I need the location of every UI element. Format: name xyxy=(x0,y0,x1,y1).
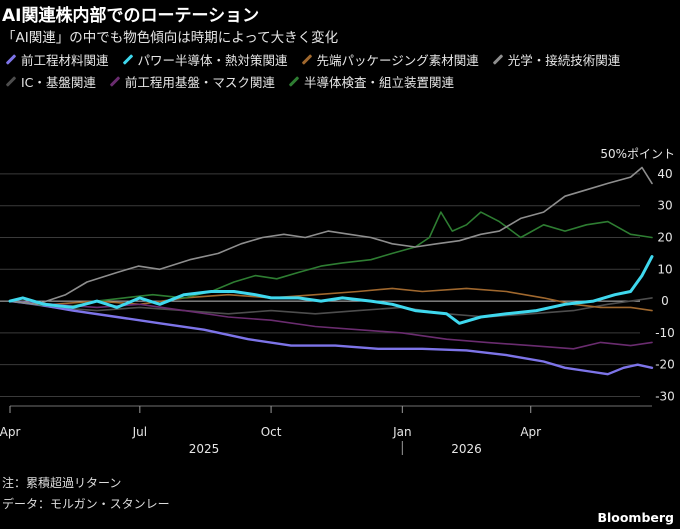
y-tick-label: 10 xyxy=(657,262,672,276)
legend-label: IC・基盤関連 xyxy=(21,75,96,90)
legend-label: パワー半導体・熱対策関連 xyxy=(137,53,288,68)
y-unit-label: 50%ポイント xyxy=(600,147,675,161)
year-label: 2026 xyxy=(451,442,482,456)
series-line xyxy=(9,287,653,312)
legend-item: パワー半導体・熱対策関連 xyxy=(119,50,288,69)
legend-label: 半導体検査・組立装置関連 xyxy=(303,75,454,90)
y-tick-label: 0 xyxy=(661,294,669,308)
y-tick-label: -10 xyxy=(655,326,675,340)
legend-label: 先端パッケージング素材関連 xyxy=(316,53,479,68)
y-tick-label: 20 xyxy=(657,230,672,244)
legend-item: 前工程材料関連 xyxy=(2,50,109,69)
series-line xyxy=(9,297,653,318)
y-tick-label: 30 xyxy=(657,199,672,213)
series-line xyxy=(8,299,654,376)
footnote: 注：累積超過リターン xyxy=(2,476,122,490)
legend-label: 前工程用基盤・マスク関連 xyxy=(124,75,275,90)
data-source: データ：モルガン・スタンレー xyxy=(2,497,170,511)
y-tick-label: -30 xyxy=(655,389,675,403)
chart-title: AI関連株内部でのローテーション xyxy=(2,6,260,26)
x-tick-label: Apr xyxy=(520,425,541,439)
y-tick-label: 40 xyxy=(657,167,672,181)
legend-item: 前工程用基盤・マスク関連 xyxy=(106,72,275,91)
legend: 前工程材料関連 パワー半導体・熱対策関連 先端パッケージング素材関連 光学・接続技術関… xyxy=(2,50,678,91)
x-tick-label: Jan xyxy=(392,425,412,439)
x-tick-label: Jul xyxy=(132,425,147,439)
series-line xyxy=(9,166,653,306)
legend-item: 半導体検査・組立装置関連 xyxy=(285,72,454,91)
bloomberg-logo: Bloomberg xyxy=(597,510,674,525)
x-tick-label: Oct xyxy=(261,425,282,439)
series-line xyxy=(9,300,653,350)
year-label: 2025 xyxy=(189,442,220,456)
chart-subtitle: 「AI関連」の中でも物色傾向は時期によって大きく変化 xyxy=(2,30,339,46)
legend-label: 光学・接続技術関連 xyxy=(507,53,621,68)
legend-item: 先端パッケージング素材関連 xyxy=(298,50,479,69)
y-tick-label: -20 xyxy=(655,358,675,372)
x-tick-label: Apr xyxy=(0,425,20,439)
series-line xyxy=(8,255,654,325)
legend-item: IC・基盤関連 xyxy=(2,72,96,91)
series-line xyxy=(9,211,653,309)
legend-item: 光学・接続技術関連 xyxy=(489,50,621,69)
legend-label: 前工程材料関連 xyxy=(21,53,109,68)
